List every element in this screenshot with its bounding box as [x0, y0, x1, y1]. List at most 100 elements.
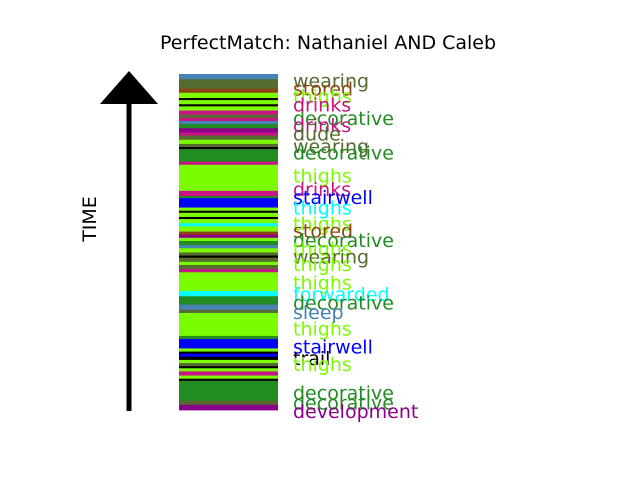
stripe-49	[179, 304, 278, 311]
word-label-27: decorative	[293, 382, 394, 404]
word-label-22: sleep	[293, 302, 344, 324]
stripe-1	[179, 79, 278, 85]
stripe-12	[179, 120, 278, 125]
stripe-63	[179, 375, 278, 380]
stripe-34	[179, 231, 278, 236]
stripe-57	[179, 356, 278, 361]
word-label-2: thighs	[293, 86, 352, 108]
word-label-5: drinks	[293, 115, 351, 137]
word-label-3: drinks	[293, 94, 351, 116]
word-label-17: wearing	[293, 247, 369, 269]
word-label-29: development	[293, 401, 418, 423]
word-label-16: thighs	[293, 238, 352, 260]
word-label-26: thighs	[293, 354, 352, 376]
stripe-53	[179, 339, 278, 349]
stripe-30	[179, 216, 278, 220]
stripe-10	[179, 114, 278, 119]
word-label-20: forwarded	[293, 284, 390, 306]
stripe-56	[179, 353, 278, 358]
stripe-14	[179, 128, 278, 133]
stripe-20	[179, 149, 278, 154]
stripe-27	[179, 207, 278, 212]
stripe-22	[179, 161, 278, 166]
time-axis: TIME	[79, 71, 158, 411]
word-label-10: drinks	[293, 179, 351, 201]
time-arrow-head-icon	[100, 71, 158, 104]
stripe-46	[179, 272, 278, 292]
stripe-40	[179, 252, 278, 256]
stripe-64	[179, 378, 278, 382]
stripe-9	[179, 110, 278, 116]
stripe-31	[179, 219, 278, 224]
stripe-24	[179, 190, 278, 197]
word-label-9: thighs	[293, 165, 352, 187]
stripe-50	[179, 309, 278, 314]
stripe-54	[179, 348, 278, 352]
stripe-21	[179, 153, 278, 163]
word-label-14: stored	[293, 221, 353, 243]
stripe-11	[179, 117, 278, 122]
word-label-23: thighs	[293, 319, 352, 341]
stripe-33	[179, 226, 278, 232]
stripe-column	[179, 74, 278, 411]
word-label-18: thighs	[293, 254, 352, 276]
stripe-37	[179, 240, 278, 246]
word-label-13: thighs	[293, 213, 352, 235]
stripe-19	[179, 147, 278, 150]
word-label-21: decorative	[293, 293, 394, 315]
stripe-25	[179, 196, 278, 199]
word-label-12: thighs	[293, 198, 352, 220]
stripe-28	[179, 210, 278, 214]
stripe-15	[179, 132, 278, 136]
stripe-66	[179, 400, 278, 406]
stripe-45	[179, 269, 278, 273]
stripe-35	[179, 234, 278, 239]
word-label-25: trail	[293, 348, 330, 370]
stripe-42	[179, 257, 278, 263]
stripe-48	[179, 296, 278, 306]
word-label-4: decorative	[293, 108, 394, 130]
word-label-0: wearing	[293, 70, 369, 92]
word-label-1: stored	[293, 79, 353, 101]
stripe-61	[179, 368, 278, 372]
stripe-43	[179, 261, 278, 266]
stripe-16	[179, 135, 278, 141]
stripe-3	[179, 88, 278, 94]
word-label-28: decorative	[293, 393, 394, 415]
stripe-60	[179, 366, 278, 369]
chart-title: PerfectMatch: Nathaniel AND Caleb	[160, 32, 496, 54]
stripe-59	[179, 363, 278, 367]
stripe-39	[179, 248, 278, 253]
stripe-6	[179, 100, 278, 105]
word-label-19: thighs	[293, 273, 352, 295]
stripe-7	[179, 104, 278, 107]
stripe-38	[179, 245, 278, 249]
word-label-11: stairwell	[293, 187, 373, 209]
word-label-24: stairwell	[293, 336, 373, 358]
stripe-36	[179, 237, 278, 242]
stripe-4	[179, 92, 278, 99]
stripe-13	[179, 124, 278, 129]
stripe-29	[179, 212, 278, 218]
word-label-7: wearing	[293, 136, 369, 158]
stripe-44	[179, 264, 278, 270]
stripe-55	[179, 351, 278, 355]
stripe-32	[179, 223, 278, 227]
stripe-47	[179, 291, 278, 297]
stripe-65	[179, 380, 278, 402]
word-labels: wearingstoredthighsdrinksdecorativedrink…	[293, 70, 418, 423]
y-axis-label: TIME	[79, 196, 101, 243]
stripe-17	[179, 139, 278, 145]
stripe-58	[179, 359, 278, 364]
stripe-62	[179, 371, 278, 376]
stripe-0	[179, 74, 278, 80]
stripe-41	[179, 255, 278, 259]
stripe-51	[179, 312, 278, 337]
word-label-15: decorative	[293, 230, 394, 252]
stripe-23	[179, 164, 278, 192]
stripe-8	[179, 106, 278, 111]
stripe-67	[179, 404, 278, 411]
stripe-52	[179, 335, 278, 340]
stripe-2	[179, 84, 278, 89]
